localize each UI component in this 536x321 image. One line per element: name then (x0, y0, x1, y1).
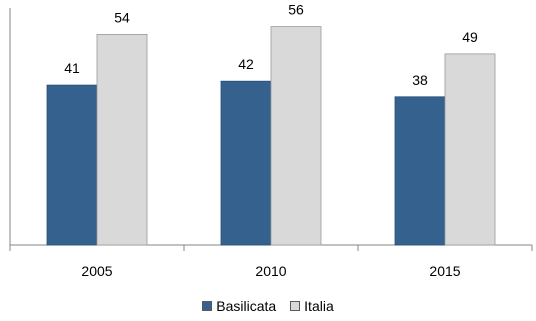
data-label-basilicata-2010: 42 (238, 56, 254, 72)
bar-basilicata-2005 (46, 84, 98, 246)
bar-italia-2005 (96, 34, 148, 246)
bar-italia-2010 (270, 26, 322, 246)
bar-basilicata-2015 (394, 96, 446, 246)
data-label-italia-2010: 56 (288, 2, 304, 18)
legend-item-italia: Italia (290, 298, 334, 314)
legend-label-basilicata: Basilicata (216, 298, 277, 314)
chart-tick-labels: 2005 2010 2015 (81, 263, 460, 279)
x-tick-label-2015: 2015 (429, 263, 460, 279)
bar-basilicata-2010 (220, 80, 272, 246)
data-label-italia-2005: 54 (114, 9, 130, 25)
chart-bars (46, 26, 496, 246)
data-label-basilicata-2005: 41 (64, 60, 80, 76)
legend-item-basilicata: Basilicata (202, 298, 276, 314)
legend-label-italia: Italia (304, 298, 334, 314)
legend-swatch-basilicata (202, 301, 213, 311)
x-tick-label-2005: 2005 (81, 263, 112, 279)
legend-swatch-italia (290, 301, 301, 311)
data-label-italia-2015: 49 (462, 29, 478, 45)
bar-italia-2015 (444, 53, 496, 246)
data-label-basilicata-2015: 38 (412, 72, 428, 88)
x-tick-label-2010: 2010 (255, 263, 286, 279)
chart-data-labels: 41 54 42 56 38 49 (64, 2, 478, 88)
chart-legend: Basilicata Italia (0, 298, 536, 314)
